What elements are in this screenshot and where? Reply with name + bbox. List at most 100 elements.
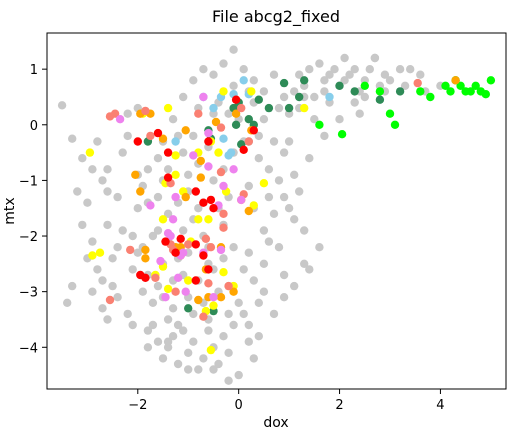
data-point (244, 320, 253, 330)
data-point (62, 298, 72, 307)
y-axis-ticks: 1 0 −1 −2 −3 −4 (19, 63, 47, 356)
data-point (179, 148, 188, 157)
data-point (390, 120, 400, 129)
data-point (108, 254, 117, 263)
data-point (375, 95, 385, 104)
data-point (239, 145, 248, 154)
data-point (244, 137, 253, 146)
data-point (189, 337, 198, 346)
data-point (199, 92, 208, 102)
data-point (158, 134, 168, 143)
data-point (194, 365, 203, 374)
data-point (249, 276, 258, 285)
data-point (184, 365, 193, 374)
y-tick-label: −3 (19, 286, 38, 301)
data-point (320, 131, 329, 141)
data-point (370, 53, 380, 63)
data-point (290, 87, 299, 96)
data-point (191, 240, 200, 249)
data-point (163, 284, 173, 294)
data-point (219, 87, 228, 96)
data-point (254, 332, 263, 341)
x-tick-label: 2 (335, 398, 343, 413)
data-point (284, 204, 294, 213)
data-point (153, 154, 163, 163)
data-point (171, 248, 180, 257)
data-point (385, 109, 395, 118)
data-point (181, 126, 190, 135)
data-point (171, 170, 180, 179)
data-point (209, 301, 218, 310)
data-point (194, 204, 203, 213)
data-point (380, 70, 390, 79)
data-point (88, 237, 97, 246)
data-point (400, 81, 410, 91)
data-point (189, 151, 198, 160)
data-point (88, 165, 97, 174)
data-point (229, 243, 238, 252)
data-point (395, 65, 405, 74)
data-point (231, 109, 241, 118)
data-point (191, 187, 200, 196)
data-point (68, 281, 77, 291)
data-point (216, 167, 226, 177)
data-point (181, 192, 190, 202)
data-point (279, 293, 289, 302)
data-point (184, 348, 193, 357)
data-point (254, 95, 263, 104)
data-point (219, 268, 228, 277)
data-point (300, 103, 309, 113)
data-point (78, 154, 87, 163)
series-2 (143, 76, 405, 316)
data-point (325, 70, 334, 79)
data-point (330, 65, 339, 74)
data-point (229, 81, 238, 91)
data-point (481, 90, 490, 99)
data-point (189, 131, 198, 141)
data-point (201, 234, 211, 243)
data-point (115, 115, 125, 124)
data-point (290, 170, 299, 179)
data-point (168, 115, 178, 124)
data-point (204, 162, 213, 171)
data-point (249, 201, 258, 210)
data-point (163, 103, 173, 113)
data-point (441, 81, 450, 91)
data-point (179, 226, 188, 235)
data-point (219, 223, 228, 232)
data-point (199, 198, 208, 207)
data-point (224, 348, 233, 357)
data-point (259, 287, 269, 296)
data-point (305, 265, 314, 274)
x-tick-label: 0 (235, 398, 243, 413)
data-point (231, 95, 241, 104)
data-point (204, 279, 213, 288)
points-layer (57, 45, 496, 385)
data-point (196, 156, 205, 166)
data-point (244, 248, 253, 257)
data-point (179, 92, 188, 102)
data-point (340, 53, 349, 63)
data-point (153, 226, 163, 235)
data-point (335, 81, 344, 91)
data-point (158, 354, 168, 363)
data-point (204, 326, 213, 335)
data-point (274, 243, 284, 252)
data-point (216, 293, 226, 302)
data-point (451, 76, 460, 85)
x-tick-label: 4 (436, 398, 444, 413)
data-point (279, 270, 289, 280)
data-point (93, 137, 102, 146)
data-point (360, 81, 369, 91)
data-point (244, 115, 253, 124)
data-point (209, 204, 218, 213)
data-point (239, 265, 248, 274)
data-point (350, 65, 359, 74)
data-point (194, 109, 203, 118)
data-point (300, 226, 309, 235)
data-point (171, 137, 180, 146)
data-point (113, 293, 122, 302)
data-point (103, 315, 112, 324)
data-point (300, 259, 309, 268)
data-point (345, 70, 354, 79)
